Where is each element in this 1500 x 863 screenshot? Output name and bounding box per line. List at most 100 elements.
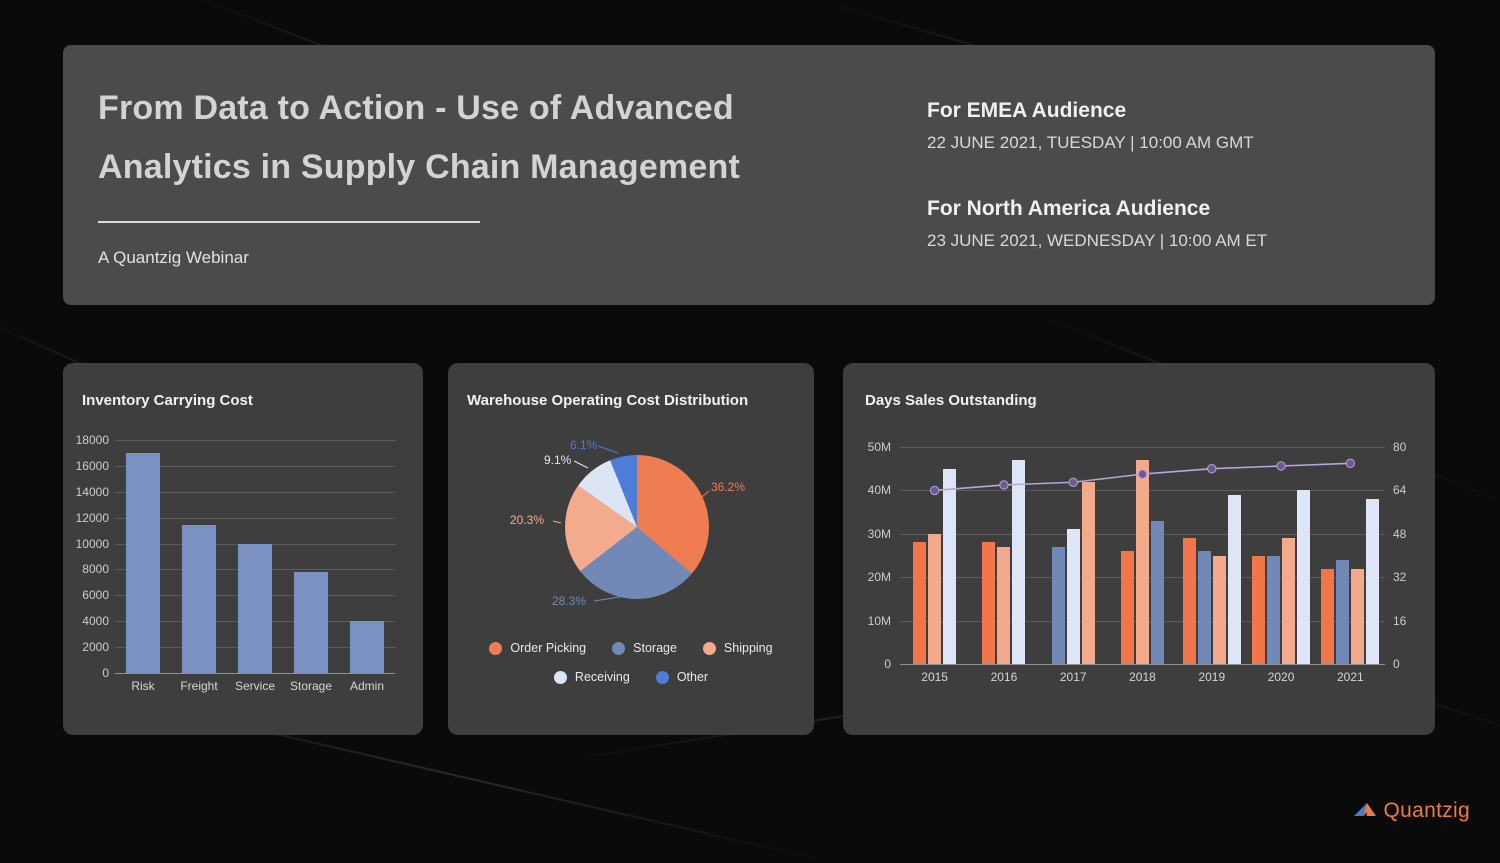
left-axis-tick: 30M xyxy=(867,526,891,541)
dso-bar-2019-salmon xyxy=(1212,555,1226,664)
webinar-title-line1: From Data to Action - Use of Advanced xyxy=(98,89,734,127)
legend-item-storage: Storage xyxy=(612,641,677,655)
pie-leader-line xyxy=(593,596,621,602)
legend-label-other: Other xyxy=(676,670,709,684)
dso-bar-2020-lavender xyxy=(1297,490,1311,664)
right-axis-tick: 48 xyxy=(1393,526,1407,541)
year-label: 2017 xyxy=(1059,670,1087,684)
year-label: 2019 xyxy=(1198,670,1226,684)
legend-label-shipping: Shipping xyxy=(723,641,773,655)
bar-risk xyxy=(126,452,160,673)
year-label: 2015 xyxy=(921,670,948,684)
days-sales-outstanding-card: Days Sales Outstanding 0 10M 20M 30M 40M 50M … xyxy=(843,363,1435,735)
legend-item-order-picking: Order Picking xyxy=(489,641,586,655)
legend-item-receiving: Receiving xyxy=(553,670,630,684)
pie-label-storage: 28.3% xyxy=(552,594,587,608)
dso-bar-2017-salmon xyxy=(1081,481,1095,664)
left-axis-tick: 20M xyxy=(867,570,891,585)
left-axis-tick: 0 xyxy=(884,657,891,671)
brand-logo: Quantzig xyxy=(1353,799,1470,823)
dso-bar-2017-blue xyxy=(1051,546,1065,664)
y-tick-label: 2000 xyxy=(82,640,109,655)
dso-bar-2021-lavender xyxy=(1366,499,1380,664)
session-emea: For EMEA Audience 22 JUNE 2021, TUESDAY … xyxy=(927,99,1267,153)
quantzig-icon xyxy=(1353,803,1376,816)
dso-yaxis-right: 0 16 32 48 64 80 xyxy=(1393,440,1429,671)
gridline xyxy=(900,447,1385,448)
legend-label-receiving: Receiving xyxy=(574,670,630,684)
dso-bar-2019-orange xyxy=(1182,538,1196,664)
header-card: From Data to Action - Use of Advanced An… xyxy=(63,45,1435,305)
gridline xyxy=(900,664,1385,665)
session-na-audience: For North America Audience xyxy=(927,197,1211,220)
dso-bar-2019-blue xyxy=(1197,551,1211,664)
session-emea-datetime: 22 JUNE 2021, TUESDAY | 10:00 AM GMT xyxy=(927,133,1254,152)
y-tick-label: 12000 xyxy=(75,510,109,525)
y-tick-label: 18000 xyxy=(75,433,109,447)
dso-bar-2020-salmon xyxy=(1282,538,1296,664)
webinar-title: From Data to Action - Use of Advanced An… xyxy=(98,79,740,197)
dso-xaxis: 2015 2016 2017 2018 2019 2020 2021 xyxy=(900,670,1385,686)
gridline xyxy=(115,440,395,441)
x-tick-label: Risk xyxy=(131,679,155,693)
dso-bar-2018-salmon xyxy=(1136,460,1149,664)
dso-bar-2019-lavender xyxy=(1227,494,1241,664)
y-tick-label: 4000 xyxy=(82,614,109,629)
right-axis-tick: 80 xyxy=(1393,440,1407,454)
x-tick-label: Storage xyxy=(289,679,333,693)
warehouse-pie xyxy=(565,455,709,599)
y-tick-label: 16000 xyxy=(75,458,109,473)
dso-bar-2015-orange xyxy=(913,542,927,664)
y-tick-label: 14000 xyxy=(75,484,109,499)
dso-bar-2016-lavender xyxy=(1012,460,1026,664)
gridline xyxy=(115,673,395,674)
dso-bar-2021-blue xyxy=(1336,559,1350,664)
inventory-yaxis: 0 2000 4000 6000 8000 10000 12000 14000 16000 180… xyxy=(69,433,109,680)
y-tick-label: 8000 xyxy=(82,562,109,577)
pie-leader-line xyxy=(552,520,562,524)
webinar-title-line2: Analytics in Supply Chain Management xyxy=(98,148,740,186)
pie-label-shipping: 20.3% xyxy=(510,513,545,527)
y-tick-label: 6000 xyxy=(82,588,109,603)
chart-title-warehouse: Warehouse Operating Cost Distribution xyxy=(467,392,749,409)
legend-item-shipping: Shipping xyxy=(702,641,773,655)
dso-bar-2018-blue xyxy=(1151,520,1164,664)
session-na-datetime: 23 JUNE 2021, WEDNESDAY | 10:00 AM ET xyxy=(927,231,1268,250)
dso-bar-2016-salmon xyxy=(997,546,1011,664)
legend-label-order-picking: Order Picking xyxy=(510,641,587,655)
left-axis-tick: 50M xyxy=(867,440,891,454)
dso-bar-2015-salmon xyxy=(928,533,942,664)
warehouse-cost-card: Warehouse Operating Cost Distribution 36… xyxy=(448,363,814,735)
x-tick-label: Admin xyxy=(349,679,384,693)
gridline xyxy=(115,491,395,493)
right-axis-tick: 64 xyxy=(1393,483,1407,498)
dso-bar-2020-orange xyxy=(1252,555,1266,664)
dso-bar-2020-blue xyxy=(1267,555,1281,664)
dso-bar-2021-orange xyxy=(1321,568,1335,664)
year-label: 2020 xyxy=(1267,670,1295,684)
warehouse-pie-area: 36.2% 28.3% 20.3% 9.1% 6.1% xyxy=(448,433,814,633)
legend-dot-other xyxy=(655,670,669,684)
chart-title-dso: Days Sales Outstanding xyxy=(865,392,1037,409)
dso-bar-2018-orange xyxy=(1121,551,1134,664)
x-tick-label: Service xyxy=(234,679,275,693)
right-axis-tick: 0 xyxy=(1393,657,1400,671)
inventory-carrying-cost-card: Inventory Carrying Cost 0 2000 4000 6000 800… xyxy=(63,363,423,735)
pie-label-order-picking: 36.2% xyxy=(711,480,746,494)
pie-label-other: 6.1% xyxy=(570,438,598,452)
session-north-america: For North America Audience 23 JUNE 2021,… xyxy=(927,197,1267,251)
legend-dot-receiving xyxy=(553,670,567,684)
y-tick-label: 10000 xyxy=(75,536,109,551)
gridline xyxy=(115,465,395,467)
legend-dot-order-picking xyxy=(489,641,503,655)
brand-name: Quantzig xyxy=(1383,799,1470,822)
pie-leader-line xyxy=(597,445,619,454)
dso-bar-2016-orange xyxy=(982,542,996,664)
session-info: For EMEA Audience 22 JUNE 2021, TUESDAY … xyxy=(927,99,1267,251)
chart-title-inventory: Inventory Carrying Cost xyxy=(82,392,253,409)
left-axis-tick: 40M xyxy=(867,483,891,498)
dso-bar-2015-lavender xyxy=(943,468,957,664)
year-label: 2021 xyxy=(1336,670,1364,684)
pie-label-receiving: 9.1% xyxy=(544,453,572,467)
gridline xyxy=(115,517,395,519)
